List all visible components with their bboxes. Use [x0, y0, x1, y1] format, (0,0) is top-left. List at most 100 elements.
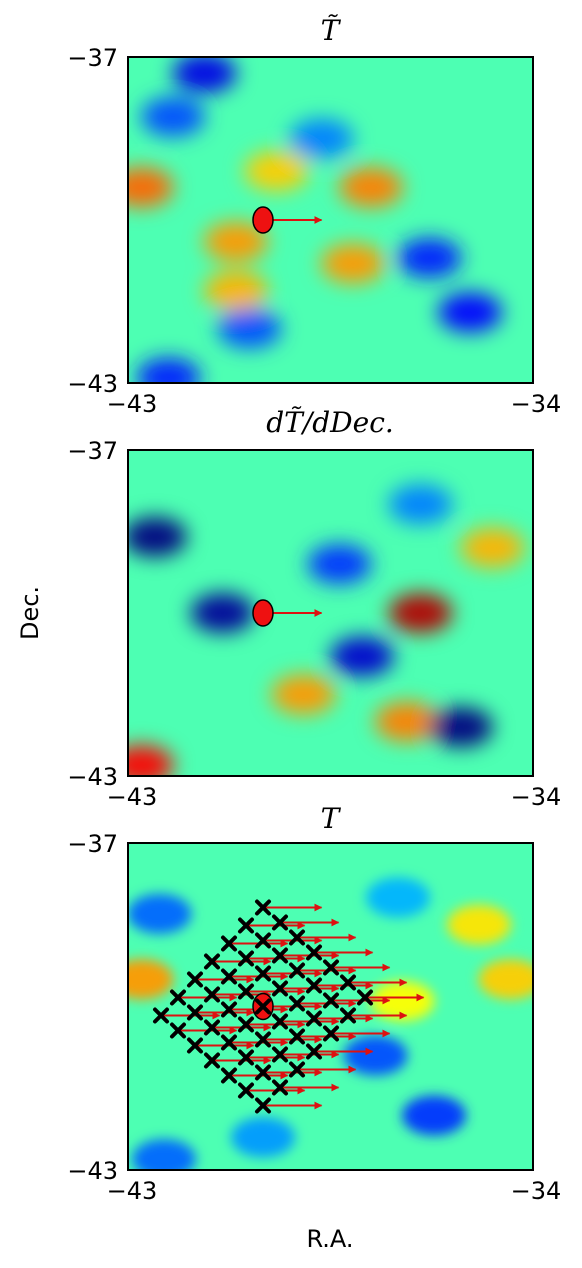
heatmap-feature [289, 118, 354, 159]
stack-position-marker [306, 977, 322, 994]
stack-position-marker [272, 914, 288, 931]
stack-position-marker [272, 1013, 288, 1030]
heatmap-feature [271, 674, 336, 715]
heatmap-feature [128, 167, 174, 208]
panel-smoothed-map: T̃ −37 −43 −43 −34 [67, 14, 561, 418]
x-tick-label-left: −43 [107, 783, 158, 811]
heatmap-field [128, 450, 533, 776]
heatmap-feature [429, 707, 493, 748]
stack-position-marker [255, 1031, 271, 1048]
stack-position-marker [255, 1064, 271, 1081]
heatmap-feature [128, 893, 192, 934]
heatmap-feature [128, 516, 187, 557]
stack-position-marker [289, 1061, 305, 1078]
heatmap-feature [330, 636, 394, 677]
stack-position-marker [238, 950, 254, 967]
source-marker [252, 206, 274, 234]
heatmap-area [128, 57, 533, 383]
x-tick-label-right: −34 [511, 390, 562, 418]
y-tick-label-bottom: −43 [67, 370, 118, 398]
stack-position-marker [255, 1097, 271, 1114]
stack-position-marker [221, 1001, 237, 1018]
heatmap-feature [132, 1139, 196, 1170]
heatmap-feature [339, 167, 403, 208]
heatmap-field [128, 57, 533, 383]
heatmap-feature [460, 527, 525, 568]
stack-position-marker [170, 1022, 186, 1039]
x-tick-label-left: −43 [107, 1177, 158, 1205]
panel-gradient-map: dT̃/dDec. −37 −43 −43 −34 [67, 406, 561, 811]
heatmap-feature [128, 959, 174, 1000]
stack-position-marker [272, 1079, 288, 1096]
stack-position-marker [272, 1046, 288, 1063]
heatmap-feature [375, 701, 439, 742]
stack-position-marker [187, 1037, 203, 1054]
stack-position-marker [238, 1049, 254, 1066]
heatmap-feature [231, 1117, 295, 1158]
heatmap-feature [343, 1035, 408, 1076]
stack-position-marker [238, 983, 254, 1000]
stack-position-marker [204, 986, 220, 1003]
stack-position-marker [238, 917, 254, 934]
stack-position-marker [340, 974, 356, 991]
stack-position-marker [255, 932, 271, 949]
stack-position-marker [221, 968, 237, 985]
stack-position-marker [323, 992, 339, 1009]
stack-position-marker [204, 953, 220, 970]
stack-position-marker [323, 1025, 339, 1042]
heatmap-feature [217, 308, 282, 349]
x-axis-label: R.A. [306, 1225, 353, 1253]
stack-position-marker [323, 959, 339, 976]
stack-position-marker [289, 1028, 305, 1045]
y-tick-label-bottom: −43 [67, 1157, 118, 1185]
y-tick-label-top: −37 [67, 830, 118, 858]
stack-position-marker [255, 899, 271, 916]
stack-position-marker [357, 989, 373, 1006]
stack-position-marker [272, 947, 288, 964]
stack-position-marker [204, 1052, 220, 1069]
stack-position-marker [340, 1007, 356, 1024]
panel-title: dT̃/dDec. [266, 406, 394, 439]
source-marker [252, 599, 274, 627]
stack-position-marker [306, 944, 322, 961]
stack-position-marker [187, 971, 203, 988]
stack-position-marker [204, 1019, 220, 1036]
heatmap-feature [172, 57, 237, 94]
stack-position-marker [289, 995, 305, 1012]
stack-position-marker [187, 1004, 203, 1021]
heatmap-feature [388, 484, 453, 525]
x-tick-label-right: −34 [511, 1177, 562, 1205]
heatmap-area [128, 450, 533, 776]
stack-position-marker [221, 1034, 237, 1051]
heatmap-feature [307, 544, 372, 585]
heatmap-feature [136, 357, 201, 383]
heatmap-feature [204, 221, 268, 262]
y-tick-label-top: −37 [67, 44, 118, 72]
heatmap-area [128, 843, 533, 1170]
stack-position-marker [306, 1010, 322, 1027]
heatmap-feature [370, 981, 435, 1022]
x-tick-label-left: −43 [107, 390, 158, 418]
heatmap-feature [388, 593, 453, 633]
stack-position-marker [238, 1082, 254, 1099]
stack-position-marker [289, 962, 305, 979]
heatmap-feature [141, 96, 205, 137]
heatmap-feature [447, 904, 511, 945]
heatmap-feature [204, 270, 268, 311]
panel-raw-map: T −37 −43 −43 −34 [67, 802, 561, 1205]
stack-position-marker [289, 929, 305, 946]
stack-position-marker [306, 1043, 322, 1060]
panel-title: T [321, 802, 342, 835]
heatmap-feature [321, 243, 385, 284]
heatmap-feature [190, 593, 255, 633]
heatmap-feature [366, 877, 430, 918]
heatmap-field [128, 843, 533, 1170]
stack-position-marker [255, 965, 271, 982]
stack-position-marker [238, 1016, 254, 1033]
heatmap-feature [402, 1095, 466, 1136]
stacking-grid [153, 899, 425, 1114]
y-tick-label-top: −37 [67, 437, 118, 465]
heatmap-feature [397, 238, 462, 279]
stack-position-marker [221, 935, 237, 952]
